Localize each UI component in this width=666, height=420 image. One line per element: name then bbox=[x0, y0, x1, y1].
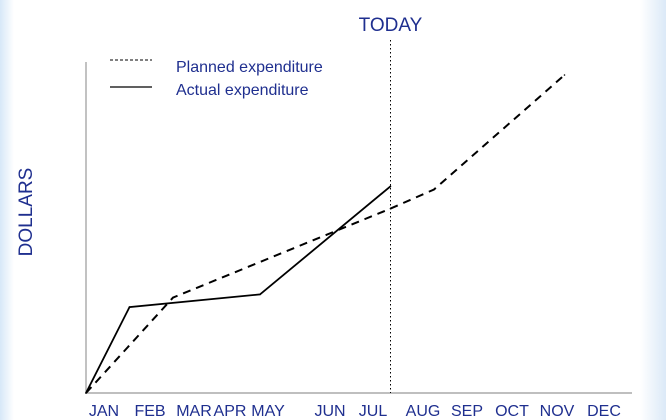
planned-expenditure-line bbox=[85, 74, 566, 394]
x-tick-label-mar: MAR bbox=[176, 403, 212, 420]
today-label: TODAY bbox=[359, 15, 423, 36]
x-tick-label-oct: OCT bbox=[495, 403, 529, 420]
x-tick-label-may: MAY bbox=[251, 403, 285, 420]
planned-point-dec bbox=[563, 74, 566, 76]
actual-point-feb bbox=[128, 306, 131, 308]
actual-expenditure-line bbox=[85, 185, 392, 394]
plot-area: TODAY bbox=[85, 15, 566, 394]
x-tick-labels: JAN FEB MAR APR MAY JUN JUL AUG SEP OCT NOV DEC bbox=[89, 403, 621, 420]
x-tick-label-nov: NOV bbox=[540, 403, 575, 420]
x-tick-label-jul: JUL bbox=[359, 403, 388, 420]
x-tick-label-jun: JUN bbox=[314, 403, 345, 420]
x-tick-label-aug: AUG bbox=[406, 403, 441, 420]
actual-point-may bbox=[259, 293, 261, 296]
y-axis-label: DOLLARS bbox=[16, 168, 37, 257]
actual-point-aug bbox=[389, 185, 392, 188]
x-tick-label-sep: SEP bbox=[451, 403, 483, 420]
x-tick-label-feb: FEB bbox=[134, 403, 165, 420]
x-tick-label-jan: JAN bbox=[89, 403, 119, 420]
legend-label-actual: Actual expenditure bbox=[176, 82, 309, 99]
x-tick-label-apr: APR bbox=[214, 403, 247, 420]
planned-point-aug bbox=[389, 207, 392, 210]
legend: Planned expenditure Actual expenditure bbox=[110, 59, 323, 99]
planned-point-mar bbox=[172, 296, 174, 299]
legend-label-planned: Planned expenditure bbox=[176, 59, 323, 76]
planned-point-sep bbox=[433, 188, 435, 191]
actual-point-jan bbox=[85, 392, 87, 394]
x-tick-label-dec: DEC bbox=[587, 403, 621, 420]
